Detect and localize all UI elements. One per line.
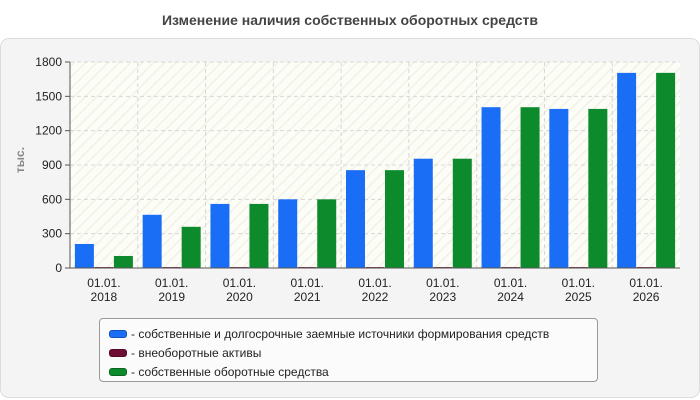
x-tick-label: 01.01. 2018 bbox=[87, 276, 120, 304]
y-tick-label: 900 bbox=[42, 158, 62, 172]
bar bbox=[481, 107, 501, 268]
legend-item: - внеоборотные активы bbox=[109, 343, 597, 362]
y-axis-label: тыс. bbox=[13, 147, 27, 173]
axes bbox=[65, 61, 680, 269]
bar bbox=[113, 255, 133, 268]
grid-lines bbox=[70, 61, 680, 268]
bar bbox=[74, 243, 94, 268]
x-tick-label: 01.01. 2024 bbox=[494, 276, 527, 304]
legend-item: - собственные оборотные средства bbox=[109, 362, 597, 381]
bar bbox=[317, 199, 337, 268]
x-tick-label: 01.01. 2025 bbox=[562, 276, 595, 304]
x-tick-label: 01.01. 2023 bbox=[426, 276, 459, 304]
y-tick-label: 1800 bbox=[35, 55, 62, 69]
x-tick-label: 01.01. 2019 bbox=[155, 276, 188, 304]
bar bbox=[346, 170, 365, 268]
y-tick-label: 0 bbox=[55, 261, 62, 275]
bar bbox=[385, 170, 404, 268]
legend-label: - собственные оборотные средства bbox=[131, 364, 329, 379]
chart-title: Изменение наличия собственных оборотных … bbox=[161, 12, 539, 28]
bar bbox=[588, 108, 608, 268]
bars bbox=[74, 72, 676, 268]
y-tick-label: 1500 bbox=[35, 89, 62, 103]
bar bbox=[549, 108, 569, 268]
bar bbox=[249, 203, 269, 268]
x-tick-label: 01.01. 2022 bbox=[358, 276, 391, 304]
x-tick-label: 01.01. 2026 bbox=[629, 276, 662, 304]
legend-swatch bbox=[109, 348, 127, 357]
y-tick-label: 600 bbox=[42, 192, 62, 206]
tick-labels: 0 300 600 900 1200 1500 1800 01.01. 2018 01.01. 20… bbox=[35, 55, 663, 304]
x-tick-label: 01.01. 2021 bbox=[291, 276, 324, 304]
bar bbox=[413, 158, 433, 268]
x-tick-label: 01.01. 2020 bbox=[223, 276, 256, 304]
legend-swatch bbox=[109, 367, 127, 376]
bar bbox=[520, 107, 540, 268]
chart-legend: - собственные и долгосрочные заемные ист… bbox=[99, 318, 598, 382]
legend-swatch bbox=[109, 329, 127, 338]
bar bbox=[181, 226, 201, 268]
y-tick-label: 1200 bbox=[35, 124, 62, 138]
legend-label: - собственные и долгосрочные заемные ист… bbox=[131, 326, 550, 341]
bar bbox=[452, 158, 472, 268]
bar bbox=[656, 72, 676, 268]
bar bbox=[142, 214, 162, 268]
bar bbox=[210, 203, 230, 268]
legend-label: - внеоборотные активы bbox=[131, 345, 262, 360]
bar bbox=[617, 72, 637, 268]
legend-item: - собственные и долгосрочные заемные ист… bbox=[109, 324, 597, 343]
bar bbox=[278, 199, 298, 268]
y-tick-label: 300 bbox=[42, 227, 62, 241]
